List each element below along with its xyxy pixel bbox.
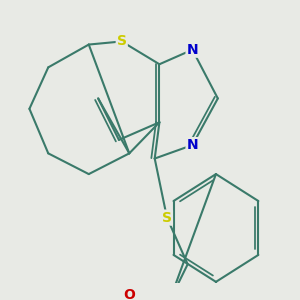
Text: O: O: [123, 288, 135, 300]
Text: N: N: [187, 138, 198, 152]
Text: S: S: [117, 34, 127, 48]
Text: N: N: [187, 43, 198, 57]
Text: S: S: [162, 211, 172, 225]
